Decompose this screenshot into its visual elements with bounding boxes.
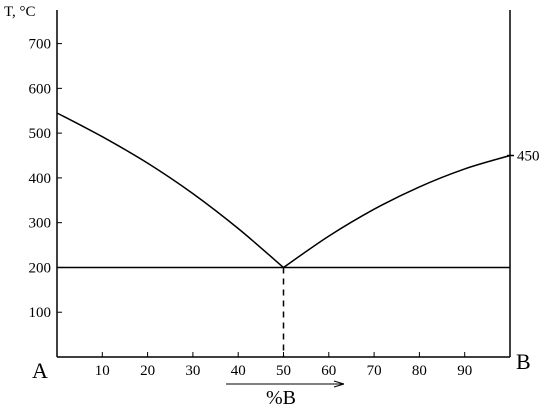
annotation-label: 450 [517,149,540,165]
y-tick-label: 600 [29,81,52,97]
x-tick-label: 40 [231,363,246,379]
x-tick-label: 30 [185,363,200,379]
label-a: A [32,358,48,383]
ticks: 100 200 300 400 500 600 700 10 20 30 40 50 60 70 80 90 4… [29,37,540,379]
curves [56,112,511,357]
y-tick-label: 400 [29,171,52,187]
y-tick-label: 700 [29,37,52,53]
x-direction-arrowhead [333,380,345,388]
x-tick-label: 90 [457,363,472,379]
x-tick-label: 50 [276,363,291,379]
x-tick-label: 20 [140,363,155,379]
y-tick-label: 100 [29,305,52,321]
x-axis-label: %B [266,387,296,409]
y-axis-label: T, °C [4,4,36,20]
x-tick-label: 80 [412,363,427,379]
liquidus-curve-b [283,154,511,269]
x-tick-label: 60 [321,363,336,379]
x-tick-label: 70 [367,363,382,379]
y-tick-label: 300 [29,216,52,232]
x-tick-label: 10 [95,363,110,379]
liquidus-curve-a [56,112,284,269]
label-b: B [516,349,531,374]
y-tick-label: 500 [29,126,52,142]
y-tick-label: 200 [29,260,52,276]
